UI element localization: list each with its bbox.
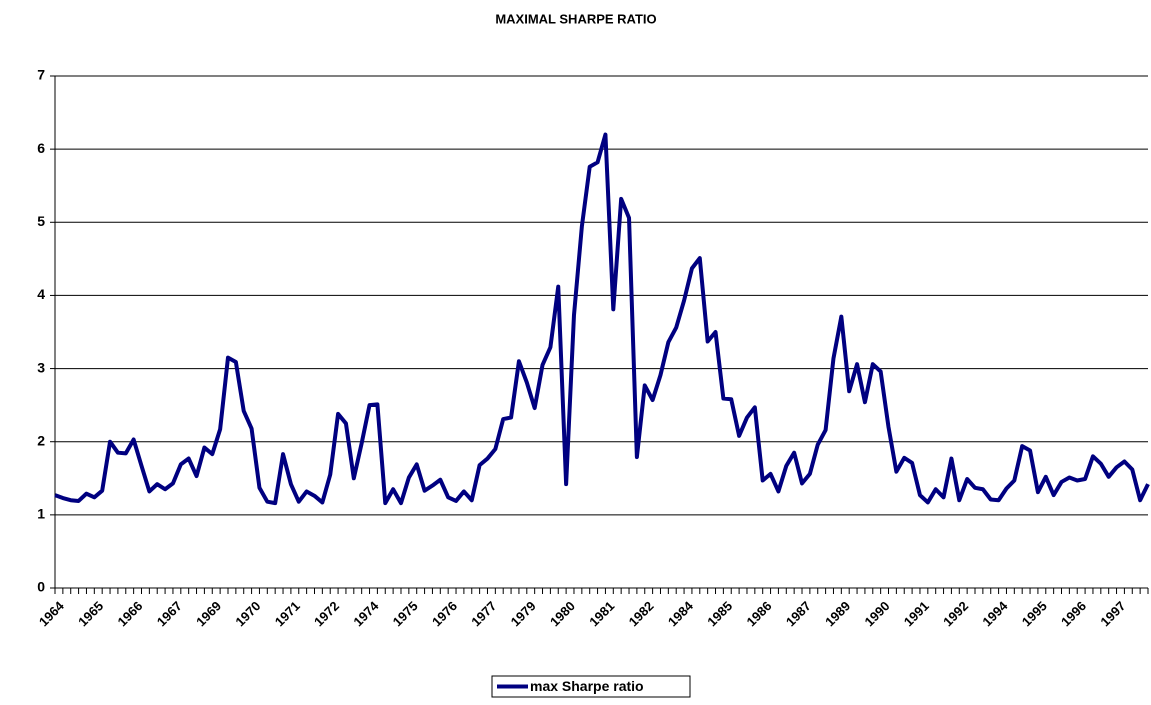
y-tick-label: 4 [37, 286, 45, 302]
x-tick-label: 1970 [232, 598, 263, 629]
x-tick-label: 1986 [744, 598, 775, 629]
x-tick-label: 1997 [1097, 598, 1128, 629]
legend-box [491, 675, 691, 698]
y-tick-label: 5 [37, 213, 45, 229]
x-tick-label: 1987 [783, 598, 814, 629]
x-tick-label: 1989 [822, 598, 853, 629]
x-tick-label: 1974 [350, 598, 382, 630]
y-tick-label: 2 [37, 432, 45, 448]
x-tick-label: 1990 [861, 598, 892, 629]
x-tick-label: 1979 [508, 598, 539, 629]
x-tick-label: 1981 [586, 598, 617, 629]
x-tick-label: 1964 [36, 598, 68, 630]
x-tick-label: 1976 [429, 598, 460, 629]
x-tick-label: 1972 [311, 598, 342, 629]
x-tick-label: 1966 [114, 598, 145, 629]
y-tick-label: 3 [37, 359, 45, 375]
x-tick-label: 1977 [468, 598, 499, 629]
x-tick-label: 1971 [272, 598, 303, 629]
x-tick-label: 1975 [390, 598, 421, 629]
y-tick-label: 7 [37, 67, 45, 83]
x-tick-label: 1982 [626, 598, 657, 629]
x-tick-label: 1991 [901, 598, 932, 629]
x-tick-label: 1996 [1058, 598, 1089, 629]
chart-title: MAXIMAL SHARPE RATIO [495, 11, 656, 26]
x-tick-label: 1969 [193, 598, 224, 629]
x-tick-label: 1984 [665, 598, 697, 630]
legend-label: max Sharpe ratio [530, 678, 644, 694]
y-tick-label: 6 [37, 140, 45, 156]
x-tick-label: 1967 [154, 598, 185, 629]
x-tick-label: 1985 [704, 598, 735, 629]
x-tick-label: 1994 [979, 598, 1011, 630]
x-tick-label: 1980 [547, 598, 578, 629]
x-tick-label: 1965 [75, 598, 106, 629]
y-tick-label: 0 [37, 579, 45, 595]
x-tick-label: 1992 [940, 598, 971, 629]
x-tick-label: 1995 [1019, 598, 1050, 629]
y-tick-label: 1 [37, 506, 45, 522]
data-line [54, 132, 1150, 506]
